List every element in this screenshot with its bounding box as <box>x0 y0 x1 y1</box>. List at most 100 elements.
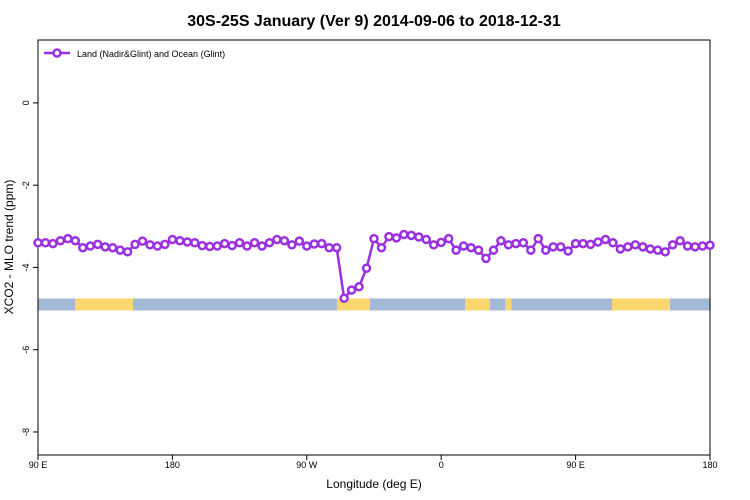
band-segment <box>38 298 76 311</box>
point <box>428 240 439 250</box>
point <box>548 242 558 252</box>
x-tick-label: 90 W <box>296 460 318 470</box>
point <box>623 242 633 252</box>
band-segment <box>669 298 710 311</box>
point <box>331 242 342 253</box>
plot-frame <box>37 39 711 456</box>
point <box>249 238 260 248</box>
point <box>100 242 110 252</box>
point <box>511 238 521 249</box>
point <box>78 242 88 253</box>
point <box>63 233 73 244</box>
band-segment <box>369 298 466 311</box>
point <box>85 241 96 251</box>
point <box>675 235 685 246</box>
point <box>115 245 125 255</box>
point <box>137 236 148 246</box>
x-tick-label: 0 <box>439 460 444 470</box>
band-segment <box>511 298 613 311</box>
point <box>705 240 715 250</box>
point <box>638 242 648 252</box>
point <box>234 238 245 248</box>
legend-label: Land (Nadir&Glint) and Ocean (Glint) <box>77 49 225 59</box>
point <box>33 238 43 248</box>
point <box>533 233 544 244</box>
point <box>40 238 51 248</box>
band-segment <box>505 298 512 311</box>
point <box>361 263 372 274</box>
x-tick-label: 90 E <box>566 460 585 470</box>
point <box>458 241 469 251</box>
point <box>70 235 81 246</box>
y-tick-label: -4 <box>21 263 31 271</box>
x-axis-label: Longitude (deg E) <box>326 477 421 491</box>
point <box>563 246 573 256</box>
band-segment <box>132 298 337 311</box>
point <box>122 247 133 257</box>
point <box>152 241 163 251</box>
y-axis-label: XCO2 - MLO trend (ppm) <box>2 180 16 315</box>
point <box>421 234 432 245</box>
point <box>690 242 700 252</box>
y-tick-label: -2 <box>21 181 31 189</box>
point <box>204 241 215 252</box>
point <box>682 241 693 251</box>
point <box>160 239 170 250</box>
point <box>384 231 394 242</box>
chart-title: 30S-25S January (Ver 9) 2014-09-06 to 20… <box>187 13 561 30</box>
point <box>496 235 506 246</box>
point <box>451 245 461 255</box>
point <box>414 232 424 242</box>
y-tick-label: 0 <box>21 100 31 105</box>
point <box>615 244 626 254</box>
point <box>55 235 66 246</box>
x-tick-label: 180 <box>165 460 180 470</box>
band-segment <box>490 298 506 311</box>
point <box>570 238 581 249</box>
point <box>503 240 514 250</box>
point <box>182 237 193 247</box>
point <box>369 233 379 244</box>
point <box>219 238 230 249</box>
point <box>272 234 282 245</box>
point <box>227 240 237 251</box>
point <box>667 240 678 250</box>
point <box>608 238 618 248</box>
point <box>585 239 596 250</box>
point <box>354 282 364 292</box>
point <box>130 239 140 250</box>
point <box>294 236 305 246</box>
point <box>107 242 118 253</box>
point <box>346 285 357 295</box>
point <box>279 235 290 246</box>
point <box>302 241 312 251</box>
point <box>488 245 499 255</box>
point <box>406 230 417 241</box>
point <box>339 293 349 304</box>
point <box>555 242 566 252</box>
point <box>391 233 402 243</box>
point <box>466 242 476 253</box>
y-tick-label: -6 <box>21 346 31 354</box>
point <box>540 245 551 255</box>
point <box>242 241 252 251</box>
band-segment <box>612 298 670 311</box>
y-tick-label: -8 <box>21 428 31 436</box>
point <box>645 244 656 254</box>
point <box>436 237 446 248</box>
point <box>145 240 155 250</box>
point <box>526 245 536 255</box>
band-segment <box>75 298 133 311</box>
point <box>324 242 334 253</box>
point <box>600 234 611 245</box>
point <box>593 237 603 247</box>
point <box>287 240 297 250</box>
point <box>660 247 670 257</box>
point <box>399 229 409 240</box>
x-tick-label: 90 E <box>29 460 48 470</box>
point <box>473 245 484 255</box>
point <box>212 241 222 251</box>
point <box>175 235 185 246</box>
point <box>481 253 491 264</box>
